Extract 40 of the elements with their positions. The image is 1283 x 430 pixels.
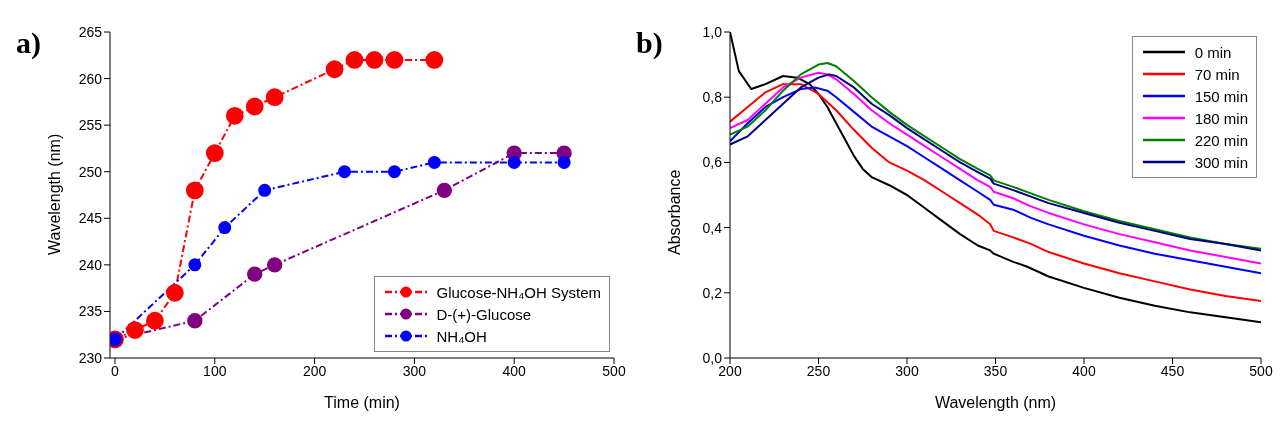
chart-title: b) xyxy=(636,26,663,60)
y-tick-label: 245 xyxy=(78,210,103,227)
y-tick-label: 0,6 xyxy=(702,154,723,171)
y-tick-label: 0,2 xyxy=(702,284,723,301)
legend-label: 150 min xyxy=(1194,87,1248,105)
x-tick-label: 350 xyxy=(983,362,1008,379)
x-tick-label: 200 xyxy=(302,362,327,379)
legend-label: 0 min xyxy=(1194,43,1232,61)
legend-label: D-(+)-Glucose xyxy=(436,305,532,323)
y-tick-label: 0,8 xyxy=(702,89,723,106)
y-tick-label: 240 xyxy=(78,256,103,273)
y-tick-label: 265 xyxy=(78,23,103,40)
y-axis-title: Absorbance xyxy=(665,169,683,255)
y-tick-label: 250 xyxy=(78,163,103,180)
legend-label: 300 min xyxy=(1194,153,1248,171)
x-tick-label: 500 xyxy=(1249,362,1273,379)
legend-label: 180 min xyxy=(1194,109,1248,127)
x-axis-title: Time (min) xyxy=(324,394,400,411)
y-tick-label: 230 xyxy=(78,349,103,366)
x-tick-label: 100 xyxy=(203,362,227,379)
x-tick-label: 400 xyxy=(1072,362,1096,379)
y-axis-title: Wavelength (nm) xyxy=(45,133,63,255)
x-tick-label: 250 xyxy=(806,362,831,379)
x-tick-label: 500 xyxy=(602,362,626,379)
x-tick-label: 300 xyxy=(402,362,427,379)
x-axis-title: Wavelength (nm) xyxy=(934,394,1057,411)
y-tick-label: 0,4 xyxy=(702,219,723,236)
y-tick-label: 1,0 xyxy=(702,23,723,40)
y-tick-label: 235 xyxy=(78,303,103,320)
y-tick-label: 255 xyxy=(78,117,103,134)
legend-label: NH₄OH xyxy=(436,327,487,345)
x-tick-label: 450 xyxy=(1160,362,1185,379)
x-tick-label: 400 xyxy=(502,362,527,379)
x-tick-label: 0 xyxy=(111,362,120,379)
legend-label: 220 min xyxy=(1194,131,1248,149)
chart-title: a) xyxy=(16,26,41,60)
y-tick-label: 260 xyxy=(78,70,103,87)
x-tick-label: 300 xyxy=(895,362,919,379)
legend-label: 70 min xyxy=(1194,65,1240,83)
legend-label: Glucose-NH₄OH System xyxy=(436,283,601,301)
